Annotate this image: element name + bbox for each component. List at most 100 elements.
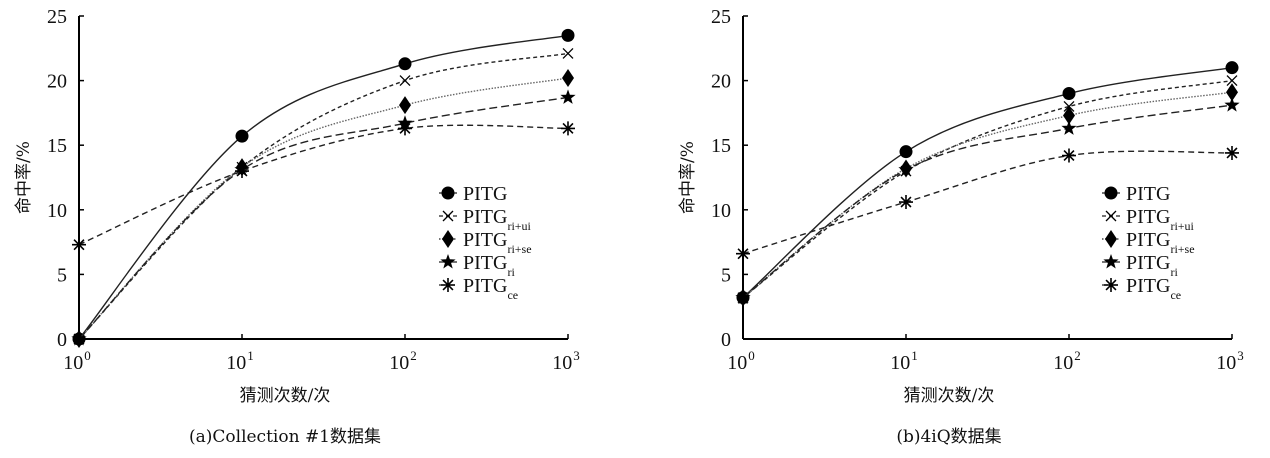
series-line [742, 79, 1233, 299]
diamond-marker [1105, 230, 1117, 248]
data-point [1062, 87, 1076, 101]
data-point [398, 57, 412, 71]
legend-marker [441, 186, 455, 200]
data-point [561, 28, 575, 42]
data-point [736, 246, 750, 261]
data-point [1063, 106, 1075, 125]
data-point [398, 121, 412, 136]
x-tick-exponent: 1 [247, 348, 254, 363]
asterisk-marker [1104, 278, 1118, 292]
y-tick-label: 20 [711, 71, 731, 93]
y-tick-label: 25 [711, 6, 731, 28]
data-point [235, 129, 249, 143]
asterisk-marker [561, 121, 575, 136]
circle-marker [441, 186, 455, 200]
legend-subscript: ce [1170, 288, 1181, 302]
data-point [1224, 97, 1240, 112]
y-axis-label: 命中率/% [14, 141, 34, 214]
diamond-marker [399, 96, 411, 115]
x-tick-exponent: 3 [1237, 348, 1244, 363]
legend-label: PITGce [1126, 275, 1181, 302]
legend-marker [1103, 254, 1119, 269]
x-tick-exponent: 0 [748, 348, 755, 363]
asterisk-marker [72, 237, 86, 252]
data-point [1226, 83, 1238, 102]
diamond-marker [1226, 83, 1238, 102]
x-marker [562, 48, 574, 59]
star-marker [1061, 120, 1077, 135]
legend-marker [1104, 186, 1118, 200]
series-line [78, 52, 569, 340]
x-axis-label: 猜测次数/次 [904, 386, 995, 406]
legend-subscript: ri+ui [1170, 219, 1194, 233]
legend-label: PITGce [463, 275, 518, 302]
series-line [78, 96, 569, 340]
chart-caption: (a)Collection #1数据集 [189, 427, 381, 447]
series-line [742, 91, 1233, 299]
data-point [1061, 120, 1077, 135]
x-marker [1105, 210, 1117, 222]
legend-subscript: ce [507, 288, 518, 302]
legend-subscript: ri+se [507, 242, 531, 256]
asterisk-marker [1225, 145, 1239, 160]
x-tick-label: 103 [1216, 348, 1244, 374]
y-tick-label: 5 [721, 264, 731, 286]
data-point [899, 195, 913, 210]
series-line [742, 150, 1233, 255]
legend-subscript: ri [1170, 265, 1178, 279]
y-tick-label: 20 [47, 71, 67, 93]
x-marker [1063, 100, 1075, 112]
star-marker [560, 89, 576, 104]
diamond-marker [1063, 106, 1075, 125]
data-point [561, 121, 575, 136]
star-marker [735, 289, 751, 305]
data-point [1225, 145, 1239, 160]
legend-marker [441, 278, 455, 292]
data-point [72, 237, 86, 252]
data-point [1062, 148, 1076, 163]
legend-subscript: ri+ui [507, 219, 531, 233]
x-marker [442, 210, 454, 222]
asterisk-marker [1062, 148, 1076, 163]
legend-item: PITGce [439, 275, 518, 302]
data-point [1225, 61, 1239, 75]
circle-marker [561, 28, 575, 42]
circle-marker [398, 57, 412, 71]
y-tick-label: 0 [57, 329, 67, 351]
series-ri [735, 97, 1240, 305]
data-point [399, 96, 411, 115]
asterisk-marker [398, 121, 412, 136]
x-tick-label: 100 [63, 348, 91, 374]
circle-marker [1225, 61, 1239, 75]
star-marker [440, 254, 456, 269]
legend-marker [442, 210, 454, 222]
legend-marker [440, 254, 456, 269]
legend-marker [1104, 278, 1118, 292]
series-line [78, 124, 569, 246]
legend-label: PITG [463, 183, 507, 205]
legend-item: PITG [439, 183, 507, 205]
legend-subscript: ri+se [1170, 242, 1194, 256]
series-line [742, 104, 1233, 299]
x-tick-label: 101 [226, 348, 254, 374]
data-point [1226, 75, 1238, 87]
y-tick-label: 10 [711, 200, 731, 222]
x-axis-label: 猜测次数/次 [240, 386, 331, 406]
data-point [560, 89, 576, 104]
y-tick-label: 15 [711, 135, 731, 157]
x-marker [1226, 75, 1238, 87]
data-point [898, 161, 914, 177]
y-axis-label: 命中率/% [678, 141, 698, 214]
x-tick-label: 100 [727, 348, 755, 374]
data-point [899, 145, 913, 159]
series-ce [736, 145, 1239, 261]
x-tick-label: 101 [890, 348, 918, 374]
data-point [71, 331, 87, 346]
legend-subscript: ri [507, 265, 515, 279]
x-tick-exponent: 3 [573, 348, 580, 363]
asterisk-marker [899, 195, 913, 210]
legend-item: PITG [1102, 183, 1170, 205]
circle-marker [1104, 186, 1118, 200]
